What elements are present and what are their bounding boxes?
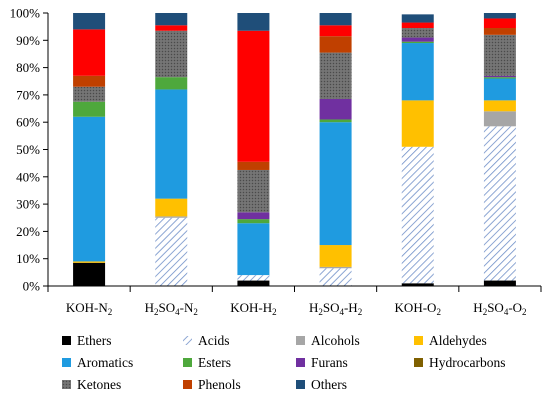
legend-swatch-furans: [296, 358, 305, 367]
bar-segment-unlabeled-6: [483, 13, 516, 19]
y-tick-label: 100%: [10, 6, 41, 21]
bar-segment-ketones-5: [401, 28, 434, 38]
bar-segment-unlabeled-3: [237, 13, 270, 31]
legend-label-phenols: Phenols: [198, 377, 241, 392]
bar-segment-esters-6: [483, 77, 516, 79]
legend-label-ethers: Ethers: [77, 333, 112, 348]
bar-segment-aromatics-4: [319, 122, 352, 246]
legend-label-aldehydes: Aldehydes: [429, 333, 487, 348]
legend-swatch-esters: [183, 358, 192, 367]
y-tick-label: 20%: [16, 224, 40, 239]
bar-segment-acids-6: [483, 126, 516, 281]
bar-segment-phenols-3: [237, 161, 270, 170]
legend-swatch-phenols: [183, 380, 192, 389]
bar-segment-esters-3: [237, 219, 270, 224]
bar-segment-aldehydes-5: [401, 100, 434, 147]
bar-segment-ketones-3: [237, 169, 270, 213]
legend-swatch-ketones: [62, 380, 71, 389]
bar-segment-acids-2: [155, 217, 188, 286]
bar-segment-phenols-6: [483, 28, 516, 35]
bar-segment-esters-4: [319, 119, 352, 123]
bar-segment-others-4: [319, 25, 352, 37]
bar-segment-phenols-1: [73, 75, 106, 87]
bar-segment-ethers-5: [401, 283, 434, 286]
legend-swatch-aldehydes: [414, 336, 423, 345]
x-tick-label: KOH-N2: [66, 300, 112, 317]
bar-segment-unlabeled-4: [319, 13, 352, 26]
legend-label-alcohols: Alcohols: [311, 333, 360, 348]
legend-swatch-acids: [183, 336, 192, 345]
legend-label-furans: Furans: [311, 355, 348, 370]
bar-segment-aromatics-6: [483, 78, 516, 101]
y-axis: 0% 10% 20% 30% 40% 50% 60% 70% 80% 90% 100%: [10, 6, 49, 294]
bar-segment-alcohols-6: [483, 111, 516, 127]
bar-segment-aromatics-5: [401, 43, 434, 101]
bar-segment-acids-4: [319, 268, 352, 286]
y-tick-label: 90%: [16, 33, 40, 48]
legend-label-acids: Acids: [198, 333, 230, 348]
legend-swatch-others: [296, 380, 305, 389]
bar-segment-furans-3: [237, 212, 270, 220]
bar-segment-aldehydes-6: [483, 100, 516, 112]
bar-segment-phenols-4: [319, 36, 352, 53]
x-tick-label: KOH-H2: [230, 300, 276, 317]
bar-segment-ketones-2: [155, 30, 188, 78]
bar-segment-furans-4: [319, 98, 352, 120]
bar-segment-ketones-1: [73, 86, 106, 102]
legend-label-aromatics: Aromatics: [77, 355, 133, 370]
bar-segment-furans-6: [483, 75, 516, 78]
y-tick-label: 80%: [16, 60, 40, 75]
bar-segment-ethers-3: [237, 280, 270, 286]
x-tick-label: H2SO4-N2: [145, 300, 198, 317]
bar-segment-aromatics-3: [237, 223, 270, 276]
bar-segment-esters-1: [73, 101, 106, 117]
bar-segment-aromatics-2: [155, 89, 188, 199]
y-tick-label: 0%: [23, 279, 41, 294]
x-tick-label: H2SO4-H2: [309, 300, 362, 317]
bar-segment-others-6: [483, 18, 516, 29]
bar-segment-ethers-1: [73, 262, 106, 286]
bar-segment-others-3: [237, 30, 270, 162]
y-tick-label: 70%: [16, 87, 40, 102]
bar-segment-acids-5: [401, 146, 434, 284]
bar-segment-unlabeled-5: [401, 14, 434, 23]
bar-segment-unlabeled-2: [155, 13, 188, 26]
legend-label-ketones: Ketones: [77, 377, 121, 392]
x-axis: KOH-N2 H2SO4-N2 KOH-H2 H2SO4-H2 KOH-O2 H2SO4-…: [47, 285, 542, 317]
bar-segment-furans-5: [401, 37, 434, 42]
bar-segment-aldehydes-4: [319, 245, 352, 267]
legend: Ethers Acids Alcohols Aldehydes Aromatics Est…: [62, 333, 505, 392]
y-tick-label: 30%: [16, 197, 40, 212]
bar-segment-ketones-6: [483, 34, 516, 76]
bar-segment-others-1: [73, 29, 106, 76]
y-tick-label: 60%: [16, 115, 40, 130]
bar-segment-others-2: [155, 25, 188, 31]
legend-label-hydrocarbons: Hydrocarbons: [429, 355, 505, 370]
x-tick-label: KOH-O2: [395, 300, 441, 317]
bar-segment-alcohols-4: [319, 266, 352, 269]
legend-swatch-alcohols: [296, 336, 305, 345]
plot-area: [73, 13, 516, 286]
bar-segment-aldehydes-2: [155, 198, 188, 217]
legend-swatch-hydrocarbons: [414, 358, 423, 367]
legend-swatch-aromatics: [62, 358, 71, 367]
y-tick-label: 10%: [16, 251, 40, 266]
legend-label-others: Others: [311, 377, 347, 392]
bar-segment-alcohols-2: [155, 216, 188, 218]
bar-segment-others-5: [401, 22, 434, 29]
bar-segment-esters-2: [155, 77, 188, 90]
y-tick-label: 40%: [16, 169, 40, 184]
bar-segment-esters-5: [401, 41, 434, 44]
bar-segment-ketones-4: [319, 52, 352, 99]
bar-segment-acids-3: [237, 275, 270, 281]
y-tick-label: 50%: [16, 142, 40, 157]
bar-segment-aromatics-1: [73, 116, 106, 262]
bar-segment-aldehydes-1: [73, 261, 106, 263]
bar-segment-ethers-6: [483, 280, 516, 286]
legend-swatch-ethers: [62, 336, 71, 345]
bar-segment-unlabeled-1: [73, 13, 106, 30]
legend-label-esters: Esters: [198, 355, 231, 370]
x-tick-label: H2SO4-O2: [473, 300, 526, 317]
